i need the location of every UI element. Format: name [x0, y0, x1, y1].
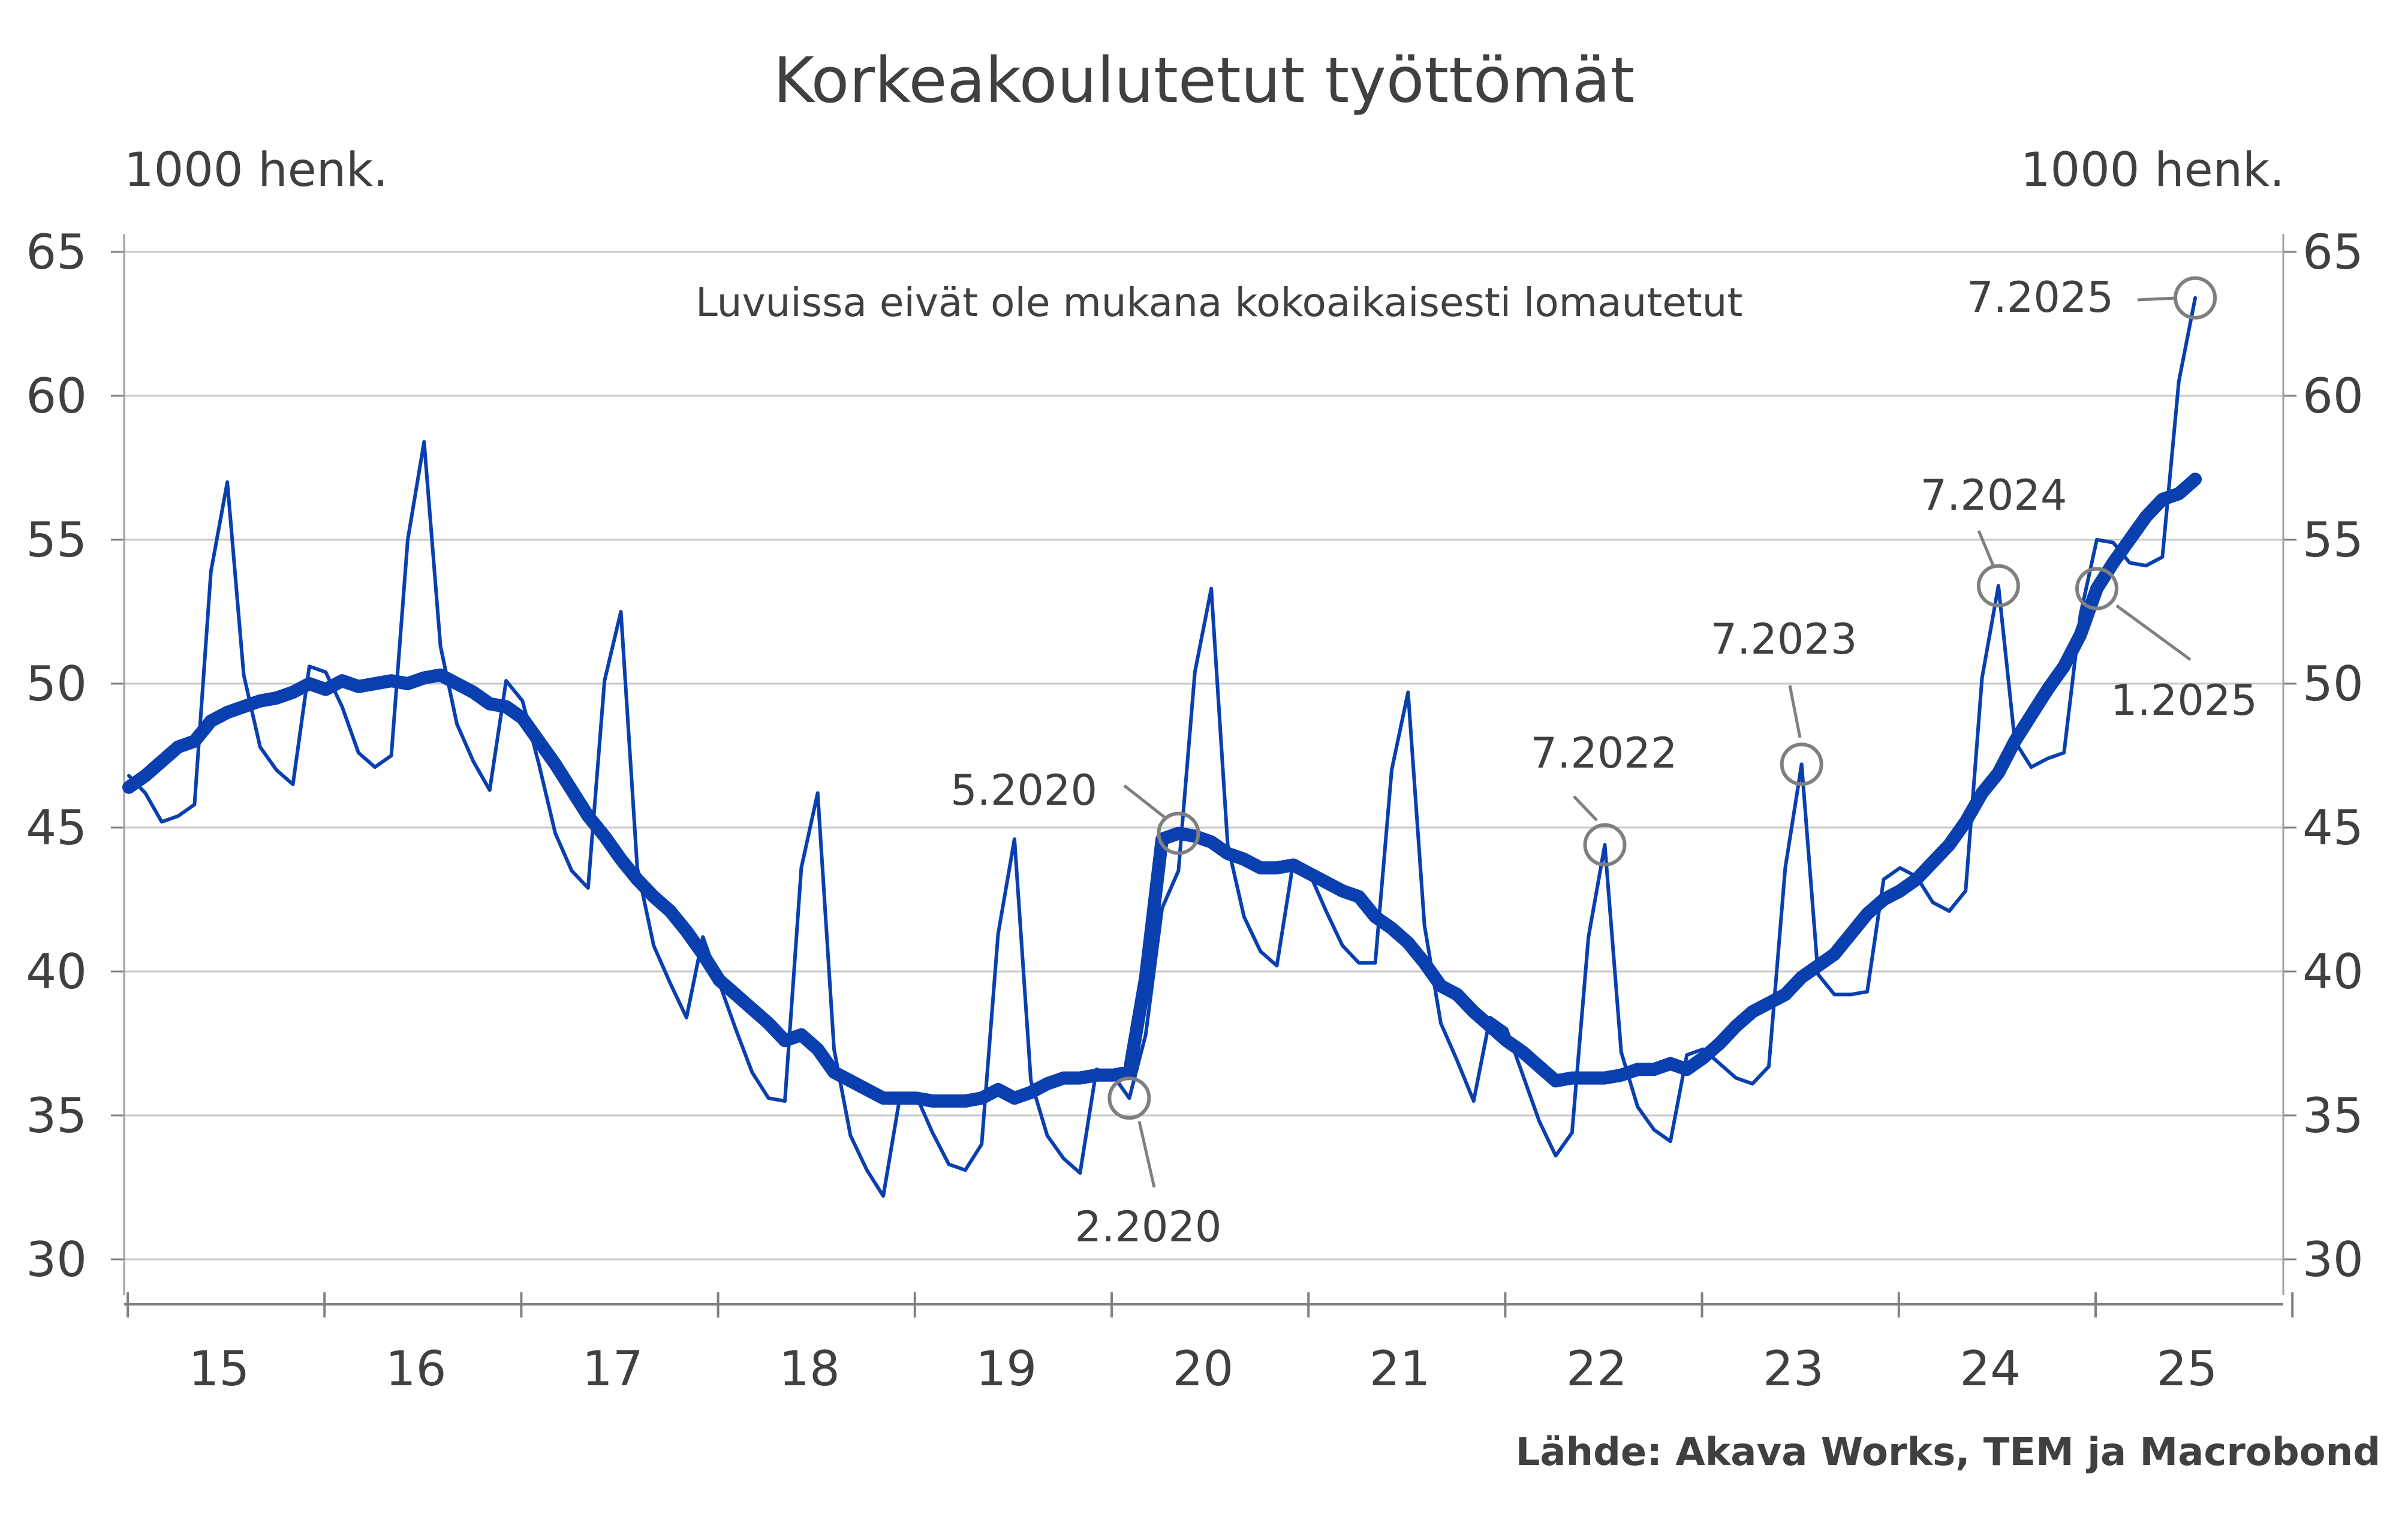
monthly-line [127, 296, 2198, 1198]
trend-line [122, 473, 2202, 1108]
right-axis-unit: 1000 henk. [2021, 143, 2284, 197]
annotation-label: 7.2024 [1921, 471, 2067, 520]
annotation-marker [1107, 1076, 1151, 1120]
x-tick-label: 20 [1173, 1341, 1234, 1397]
axes [123, 234, 2294, 1318]
x-tick-label: 16 [386, 1341, 447, 1397]
annotation-marker [1780, 742, 1823, 786]
annotation-marker [1583, 823, 1627, 867]
chart-title: Korkeakoulutetut työttömät [773, 44, 1635, 117]
annotation-label: 7.2023 [1711, 615, 1858, 664]
annotation-leader [1788, 685, 1802, 738]
x-tick-labels: 15 16 17 18 19 20 21 22 23 24 25 [189, 1341, 2218, 1397]
x-tick-label: 25 [2157, 1341, 2218, 1397]
chart-note: Luvuissa eivät ole mukana kokoaikaisesti… [696, 279, 1742, 326]
x-tick-label: 24 [1959, 1341, 2021, 1397]
y-tick-label-right: 55 [2302, 512, 2364, 568]
y-tick-label-left: 40 [26, 944, 87, 1000]
x-tick-label: 15 [189, 1341, 250, 1397]
y-tick-label-right: 35 [2302, 1088, 2364, 1144]
annotation-leader [2137, 296, 2177, 302]
annotation-marker [1976, 564, 2020, 607]
y-tick-label-left: 30 [26, 1232, 87, 1288]
y-tick-label-left: 35 [26, 1088, 87, 1144]
x-tick-label: 21 [1369, 1341, 1431, 1397]
annotations: 5.2020 2.2020 7.2022 7.2023 7.2024 1.2025 7.20… [950, 273, 2258, 1252]
y-tick-labels: 30 30 35 35 40 40 45 45 50 50 55 55 60 60 65 65 [26, 224, 2364, 1288]
left-axis-unit: 1000 henk. [124, 143, 388, 197]
y-tick-label-right: 65 [2302, 224, 2364, 280]
annotation-marker [2174, 276, 2217, 320]
annotation-marker [1157, 811, 1200, 855]
y-tick-label-right: 40 [2302, 944, 2364, 1000]
source-note: Lähde: Akava Works, TEM ja Macrobond [1516, 1430, 2380, 1475]
x-tick-label: 18 [779, 1341, 840, 1397]
annotation-label: 2.2020 [1075, 1202, 1222, 1252]
y-tick-label-right: 60 [2302, 368, 2364, 424]
y-tick-label-left: 50 [26, 656, 87, 712]
x-tick-label: 17 [582, 1341, 643, 1397]
y-tick-label-left: 60 [26, 368, 87, 424]
y-tick-label-right: 45 [2302, 800, 2364, 856]
x-tick-label: 22 [1566, 1341, 1627, 1397]
x-tick-label: 23 [1763, 1341, 1824, 1397]
annotation-marker [2075, 567, 2118, 610]
x-tick-label: 19 [976, 1341, 1037, 1397]
series-group [122, 296, 2202, 1198]
y-tick-label-left: 55 [26, 512, 87, 568]
annotation-label: 7.2022 [1531, 729, 1678, 778]
annotation-leader [1123, 784, 1167, 820]
annotation-label: 5.2020 [950, 766, 1097, 815]
gridlines [111, 251, 2296, 1261]
annotation-leader [2115, 604, 2192, 661]
annotation-leader [1137, 1121, 1156, 1188]
y-tick-label-left: 45 [26, 800, 87, 856]
annotation-label: 1.2025 [2111, 676, 2258, 725]
y-tick-label-right: 50 [2302, 656, 2364, 712]
annotation-leader [1573, 795, 1598, 822]
y-tick-label-right: 30 [2302, 1232, 2364, 1288]
y-tick-label-left: 65 [26, 224, 87, 280]
annotation-label: 7.2025 [1967, 273, 2114, 322]
annotation-leader [1977, 530, 1995, 567]
